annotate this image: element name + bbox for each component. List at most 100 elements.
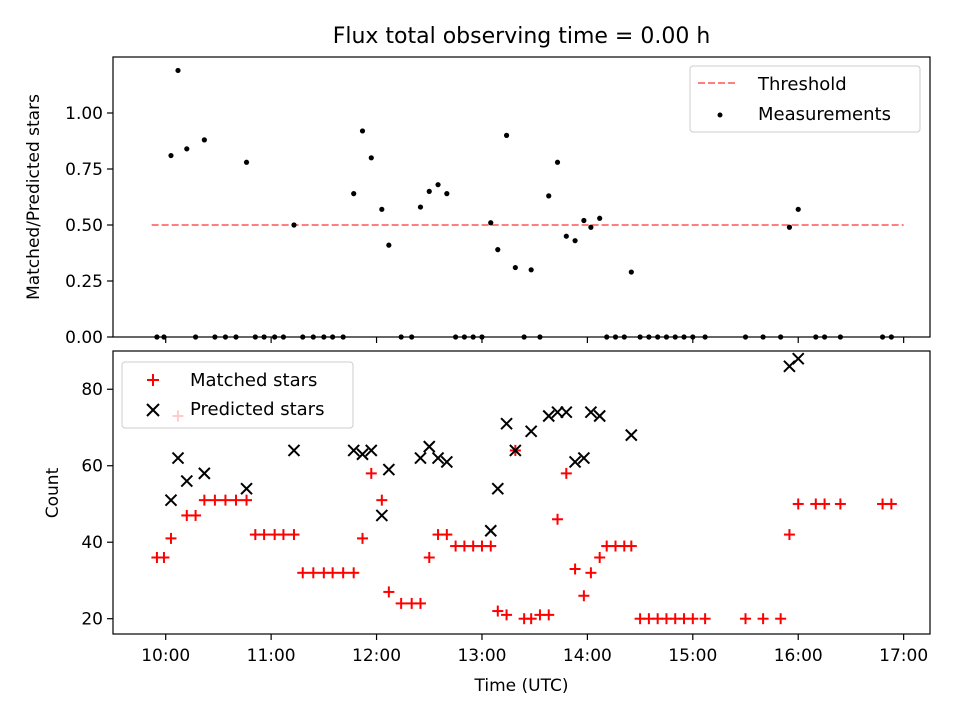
predicted-star-point (625, 428, 638, 442)
top-y-tick-label: 0.75 (65, 160, 103, 180)
measurement-point (435, 182, 441, 188)
predicted-star-point (491, 482, 504, 495)
predicted-star-point (382, 463, 396, 476)
matched-star-point (585, 567, 597, 579)
bottom-panel: 10:00 11:00 12:00 13:00 14:00 15:00 16:00 17:00… (43, 350, 931, 696)
measurement-point (563, 233, 569, 239)
top-panel: Flux total observing time = 0.00 h 0.000… (24, 24, 931, 348)
top-y-tick-label: 0.25 (65, 272, 103, 292)
matched-star-point (783, 529, 795, 541)
matched-star-point (158, 552, 170, 564)
bottom-y-tick-label: 60 (81, 457, 103, 477)
measurement-point (379, 206, 385, 212)
matched-star-point (552, 513, 564, 525)
predicted-star-point (423, 440, 436, 453)
matched-star-point (560, 467, 572, 479)
bottom-legend-frame (121, 361, 354, 429)
measurement-point (243, 159, 250, 165)
matched-star-point (219, 494, 231, 506)
matched-star-point (365, 467, 377, 479)
measurement-point (291, 222, 297, 228)
top-legend: Threshold Measurements (689, 65, 921, 133)
bottom-x-tick-label: 13:00 (457, 646, 506, 666)
matched-star-point (492, 605, 504, 617)
measurement-point (528, 267, 534, 273)
top-y-tick-label: 1.00 (65, 104, 103, 124)
matched-star-point (834, 498, 846, 510)
predicted-star-point (356, 448, 369, 461)
matched-star-point (395, 597, 407, 609)
measurement-point (168, 152, 174, 159)
predicted-star-point (593, 409, 606, 423)
bottom-y-axis: 20 40 60 80 (81, 380, 113, 630)
matched-star-point (441, 529, 453, 541)
matched-star-point (230, 494, 242, 506)
matched-star-point (819, 498, 831, 510)
matched-star-point (885, 498, 897, 510)
measurement-point (554, 159, 561, 165)
matched-star-point (414, 597, 426, 609)
matched-star-point (699, 613, 711, 625)
measurement-point (444, 191, 450, 197)
matched-star-point (775, 613, 787, 625)
predicted-star-point (500, 417, 513, 430)
predicted-star-point (240, 482, 253, 495)
bottom-x-tick-label: 12:00 (352, 646, 401, 666)
measurement-point (386, 242, 392, 248)
bottom-x-tick-label: 10:00 (141, 646, 190, 666)
legend-predicted-swatch (146, 403, 160, 417)
predicted-star-point (577, 451, 591, 465)
predicted-star-point (440, 455, 454, 469)
matched-star-point (757, 613, 769, 625)
top-y-axis-label: Matched/Predicted stars (24, 94, 44, 300)
top-legend-frame (689, 65, 921, 133)
legend-threshold-label: Threshold (757, 74, 847, 95)
matched-star-point (348, 567, 360, 579)
predicted-star-point (509, 444, 522, 457)
matched-star-point (501, 609, 513, 621)
matched-star-point (198, 494, 210, 506)
bottom-y-tick-label: 40 (81, 533, 103, 553)
matched-star-point (376, 494, 388, 506)
bottom-y-tick-label: 80 (81, 380, 103, 400)
measurement-point (201, 137, 207, 143)
top-y-tick-label: 0.00 (65, 328, 103, 348)
predicted-star-point (180, 474, 194, 488)
matched-star-point (525, 613, 537, 625)
measurement-point (495, 247, 501, 253)
legend-measurements-swatch (717, 112, 723, 118)
measurement-point (417, 204, 424, 210)
matched-star-point (383, 586, 395, 598)
measurement-point (359, 128, 366, 134)
matched-star-point (337, 567, 349, 579)
measurement-point (368, 155, 374, 161)
bottom-x-tick-label: 15:00 (668, 646, 717, 666)
bottom-x-tick-label: 16:00 (774, 646, 823, 666)
bottom-plot-area (151, 352, 897, 625)
legend-matched-label: Matched stars (190, 370, 317, 391)
bottom-x-tick-label: 14:00 (563, 646, 612, 666)
matched-star-point (277, 529, 289, 541)
matched-star-point (209, 494, 221, 506)
matched-star-point (297, 567, 309, 579)
matched-star-point (792, 498, 804, 510)
top-y-tick-label: 0.50 (65, 216, 103, 236)
predicted-star-point (198, 467, 211, 480)
top-axes-frame (112, 56, 931, 338)
measurement-point (503, 132, 510, 138)
measurement-point (184, 146, 190, 152)
predicted-star-point (347, 444, 360, 457)
measurement-point (175, 67, 181, 74)
predicted-star-point (375, 509, 389, 522)
predicted-star-point (431, 451, 445, 465)
predicted-star-point (171, 451, 185, 465)
predicted-star-point (484, 524, 497, 537)
matched-star-point (190, 509, 202, 521)
measurement-point (628, 269, 634, 275)
bottom-legend: Matched stars Predicted stars (121, 361, 354, 429)
bottom-x-tick-label: 11:00 (247, 646, 296, 666)
predicted-star-point (164, 493, 178, 507)
matched-star-point (625, 540, 637, 552)
matched-star-point (423, 552, 435, 564)
measurement-point (572, 238, 578, 244)
